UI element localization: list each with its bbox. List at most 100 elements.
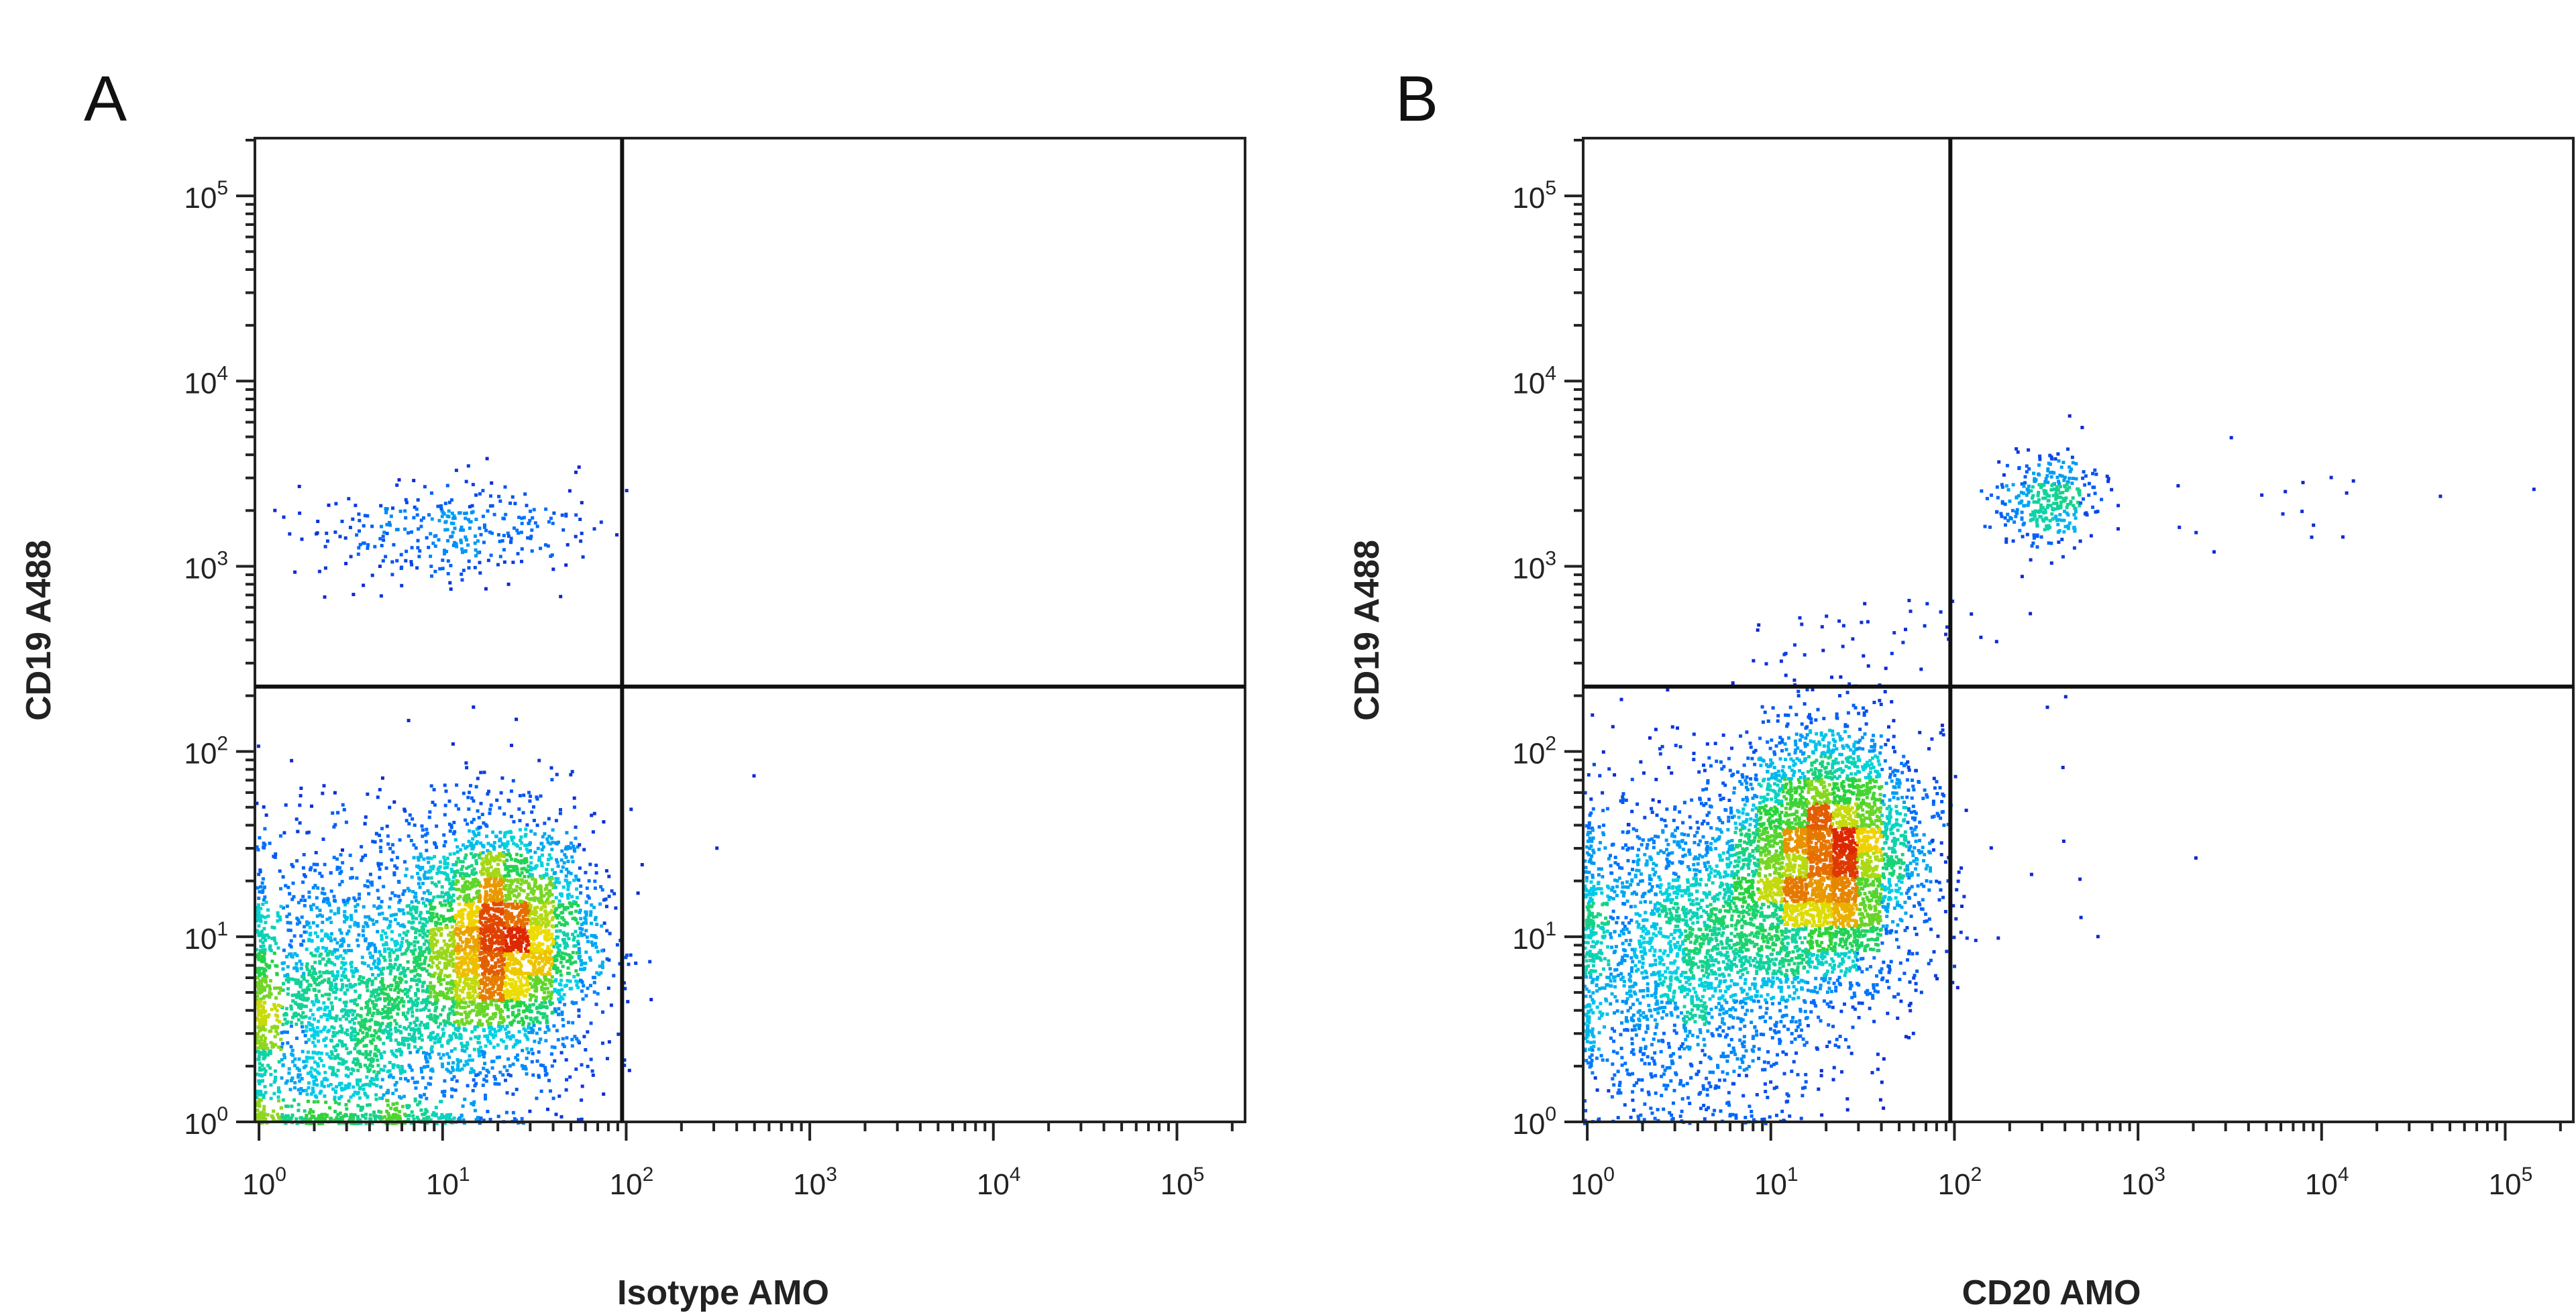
event-dot — [528, 960, 532, 964]
event-dot — [405, 867, 409, 871]
event-dot — [476, 895, 480, 899]
event-dot — [461, 917, 465, 921]
event-dot — [497, 1029, 501, 1033]
event-dot — [475, 827, 479, 831]
event-dot — [561, 885, 566, 889]
event-dot — [409, 839, 413, 842]
event-dot — [528, 872, 532, 876]
event-dot — [462, 958, 466, 962]
event-dot — [478, 1011, 482, 1015]
event-dot — [476, 1010, 480, 1014]
event-dot — [303, 1005, 307, 1008]
event-dot — [544, 911, 548, 915]
event-dot — [504, 980, 508, 984]
event-dot — [533, 896, 537, 900]
panel-label: A — [84, 63, 127, 135]
event-dot — [446, 909, 450, 913]
event-dot — [545, 884, 549, 888]
event-dot — [471, 844, 475, 847]
event-dot — [380, 933, 384, 937]
event-dot — [590, 813, 594, 817]
event-dot — [413, 948, 417, 952]
event-dot — [334, 996, 338, 1000]
event-dot — [470, 872, 474, 876]
event-dot — [456, 856, 460, 860]
event-dot — [447, 974, 451, 978]
event-dot — [526, 983, 530, 987]
event-dot — [607, 895, 611, 899]
event-dot — [352, 1085, 356, 1089]
event-dot — [498, 839, 502, 843]
event-dot — [478, 899, 482, 903]
event-dot — [286, 885, 290, 889]
event-dot — [434, 1021, 438, 1025]
event-dot — [269, 1096, 273, 1100]
event-dot — [354, 1017, 358, 1020]
event-dot — [584, 870, 588, 874]
event-dot — [539, 1006, 543, 1010]
event-dot — [561, 903, 565, 907]
event-dot — [337, 907, 341, 911]
event-dot — [476, 1005, 480, 1009]
event-dot — [412, 856, 416, 860]
event-dot — [290, 897, 294, 901]
event-dot — [419, 917, 423, 921]
event-dot — [320, 891, 324, 895]
event-dot — [319, 1090, 323, 1093]
event-dot — [486, 1110, 490, 1113]
event-dot — [430, 940, 434, 944]
event-dot — [320, 1080, 324, 1084]
event-dot — [451, 952, 455, 956]
event-dot — [483, 1034, 487, 1038]
event-dot — [468, 829, 472, 833]
event-dot — [591, 830, 595, 834]
event-dot — [313, 960, 317, 964]
event-dot — [277, 1099, 280, 1102]
event-dot — [624, 956, 628, 960]
event-dot — [499, 791, 503, 795]
event-dot — [338, 882, 341, 887]
event-dot — [472, 878, 476, 882]
event-dot — [388, 954, 392, 958]
event-dot — [543, 987, 547, 990]
event-dot — [525, 1009, 529, 1013]
event-dot — [607, 958, 611, 962]
event-dot — [485, 948, 489, 952]
event-dot — [588, 862, 592, 866]
event-dot — [475, 908, 479, 912]
event-dot — [551, 900, 555, 904]
event-dot — [266, 1113, 270, 1117]
event-dot — [260, 1064, 264, 1068]
event-dot — [294, 966, 298, 970]
event-dot — [521, 915, 525, 919]
event-dot — [320, 1112, 324, 1117]
event-dot — [508, 854, 512, 858]
event-dot — [499, 923, 503, 926]
event-dot — [380, 900, 384, 904]
event-dot — [567, 937, 571, 941]
event-dot — [576, 1118, 580, 1122]
event-dot — [566, 971, 570, 975]
event-dot — [329, 889, 333, 893]
event-dot — [508, 927, 513, 931]
event-dot — [276, 919, 280, 923]
event-dot — [623, 986, 627, 990]
event-dot — [369, 1063, 372, 1067]
event-dot — [482, 1014, 486, 1018]
event-dot — [262, 994, 266, 998]
event-dot — [259, 907, 263, 911]
event-dot — [529, 829, 533, 833]
event-dot — [339, 978, 343, 982]
event-dot — [506, 905, 511, 909]
event-dot — [550, 1045, 554, 1049]
event-dot — [543, 1069, 547, 1073]
event-dot — [284, 978, 288, 982]
event-dot — [485, 1013, 489, 1017]
event-dot — [488, 1030, 492, 1034]
event-dot — [519, 854, 523, 858]
event-dot — [564, 1088, 568, 1092]
event-dot — [341, 861, 345, 865]
event-dot — [485, 988, 488, 992]
event-dot — [361, 855, 365, 859]
event-dot — [429, 869, 433, 872]
